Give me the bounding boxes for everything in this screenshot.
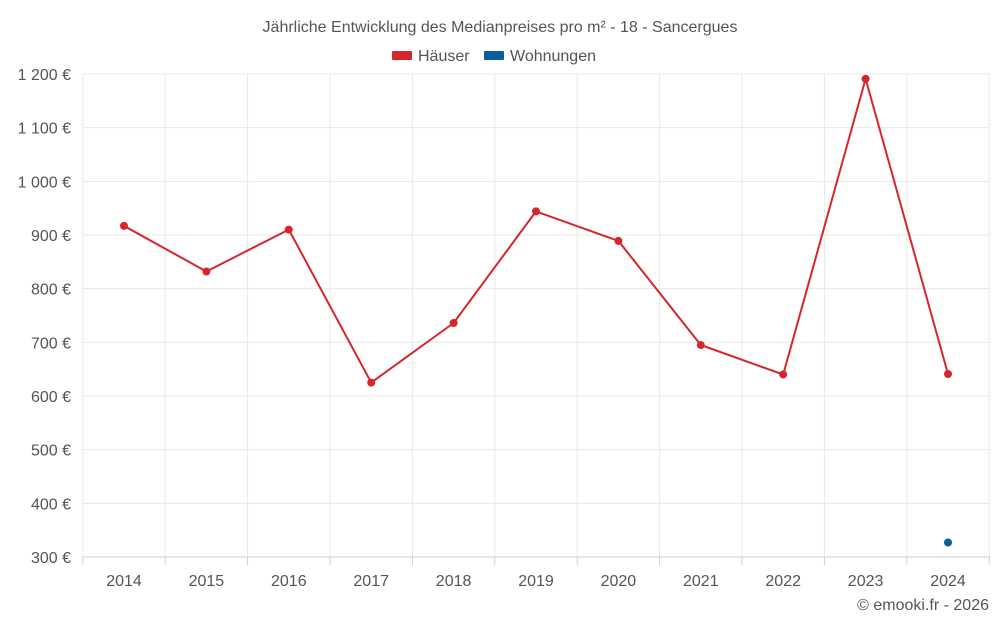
- legend-swatch-haeuser: [392, 51, 412, 60]
- legend-item-haeuser[interactable]: Häuser: [392, 48, 470, 65]
- series: [120, 74, 952, 547]
- legend-swatch-wohnungen: [484, 51, 504, 60]
- grid: [82, 73, 990, 557]
- data-point-haeuser-2016: [284, 225, 293, 234]
- data-point-wohnungen-2024: [944, 538, 952, 547]
- x-tick-label: 2022: [765, 573, 801, 590]
- y-tick-label: 300 €: [31, 550, 71, 567]
- x-tick-label: 2023: [848, 573, 884, 590]
- x-tick-label: 2015: [189, 573, 225, 590]
- y-tick-label: 1 000 €: [18, 174, 71, 191]
- x-tick-label: 2020: [601, 573, 637, 590]
- legend-item-wohnungen[interactable]: Wohnungen: [484, 48, 596, 65]
- data-point-haeuser-2021: [696, 341, 705, 350]
- x-tick-label: 2014: [106, 573, 142, 590]
- data-point-haeuser-2023: [861, 74, 870, 83]
- y-tick-label: 800 €: [31, 282, 71, 299]
- y-axis: 300 € 400 € 500 € 600 € 700 € 800 € 900 € 1 000…: [18, 67, 71, 567]
- legend: Häuser Wohnungen: [392, 48, 596, 65]
- data-point-haeuser-2014: [120, 221, 128, 230]
- y-tick-label: 1 100 €: [18, 121, 71, 138]
- x-tick-label: 2016: [271, 573, 307, 590]
- x-tick-label: 2021: [683, 573, 719, 590]
- x-tick-label: 2017: [353, 573, 389, 590]
- x-tick-label: 2018: [436, 573, 472, 590]
- y-tick-label: 900 €: [31, 228, 71, 245]
- x-tick-label: 2024: [930, 573, 966, 590]
- x-axis: 2014 2015 2016 2017 2018 2019 2020 2021 2022 2023…: [82, 556, 990, 590]
- y-tick-label: 600 €: [31, 389, 71, 406]
- y-tick-label: 700 €: [31, 335, 71, 352]
- data-point-haeuser-2024: [944, 369, 952, 378]
- credit-text: © emooki.fr - 2026: [857, 597, 989, 614]
- x-tick-label: 2019: [518, 573, 554, 590]
- data-point-haeuser-2020: [614, 236, 623, 245]
- chart-title: Jährliche Entwicklung des Medianpreises …: [263, 19, 738, 36]
- data-point-haeuser-2015: [202, 267, 211, 276]
- y-tick-label: 500 €: [31, 443, 71, 460]
- legend-label-haeuser: Häuser: [418, 48, 470, 65]
- y-tick-label: 1 200 €: [18, 67, 71, 84]
- data-point-haeuser-2017: [367, 378, 376, 387]
- y-tick-label: 400 €: [31, 496, 71, 513]
- data-point-haeuser-2018: [449, 319, 458, 328]
- legend-label-wohnungen: Wohnungen: [510, 48, 596, 65]
- data-point-haeuser-2019: [532, 207, 540, 216]
- data-point-haeuser-2022: [779, 370, 788, 379]
